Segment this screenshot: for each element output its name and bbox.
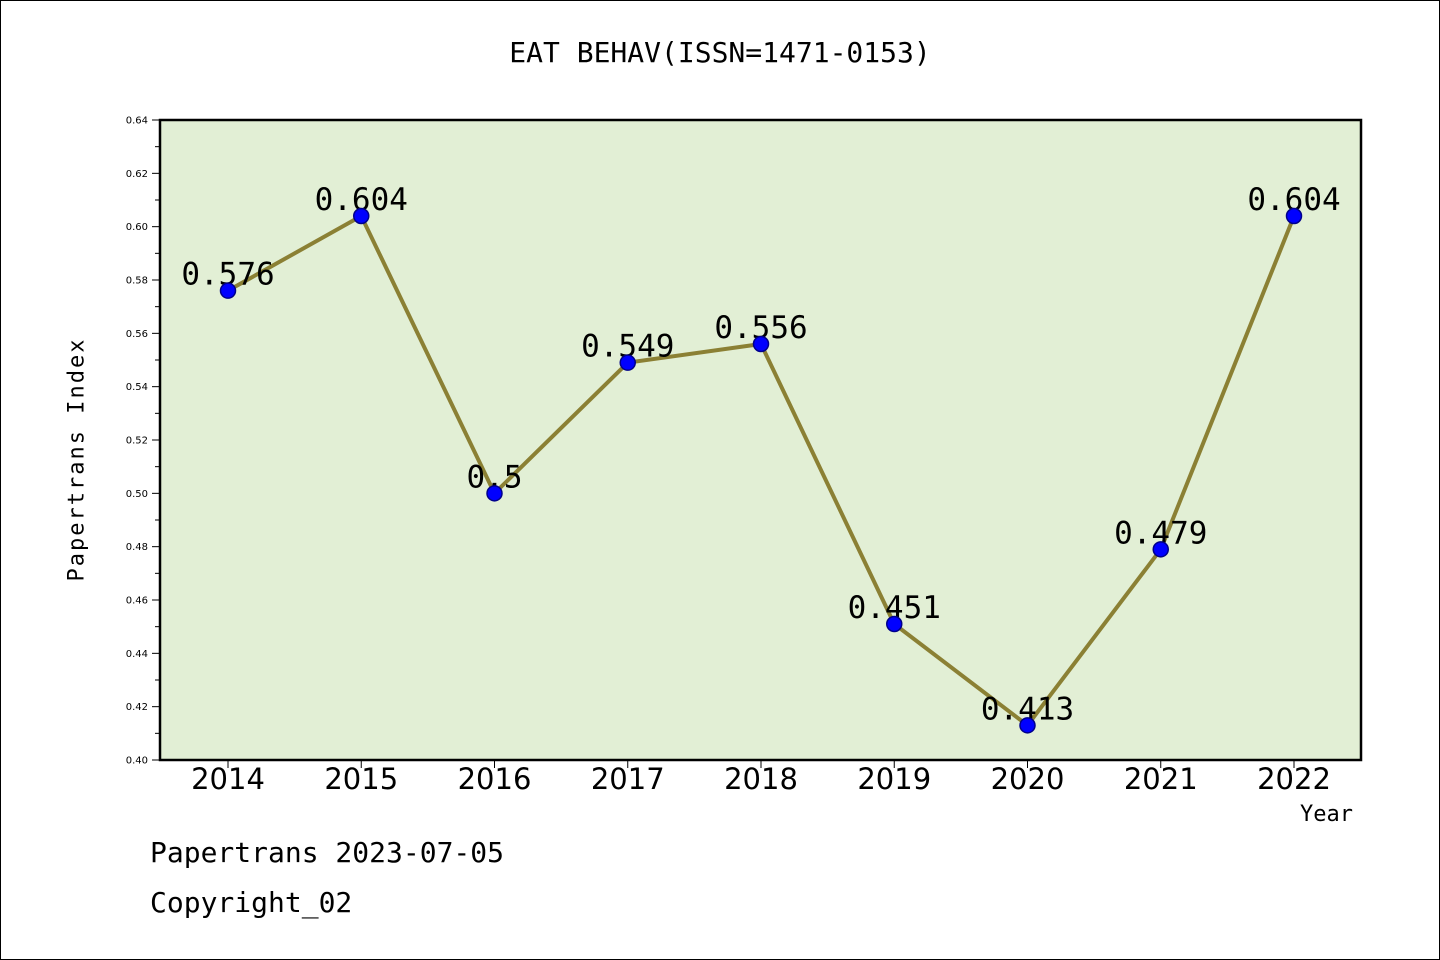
x-tick-label: 2015 <box>324 762 398 796</box>
y-tick-label: 0.58 <box>126 276 148 287</box>
y-tick-label: 0.46 <box>126 596 148 607</box>
x-tick-label: 2017 <box>591 762 665 796</box>
y-tick-label: 0.60 <box>126 222 148 233</box>
plot-border <box>158 118 1363 762</box>
x-tick-label: 2022 <box>1257 762 1331 796</box>
chart-title: EAT BEHAV(ISSN=1471-0153) <box>509 36 931 69</box>
data-point <box>486 485 503 502</box>
data-point <box>1285 207 1303 225</box>
data-point <box>353 207 370 225</box>
plot-area <box>160 120 1361 760</box>
x-tick-label: 2021 <box>1124 762 1198 796</box>
x-axis-label: Year <box>1300 802 1353 827</box>
y-tick-label: 0.42 <box>126 702 148 713</box>
y-tick-label: 0.50 <box>126 489 148 500</box>
x-tick-label: 2014 <box>191 762 265 796</box>
data-point <box>886 615 903 633</box>
data-point <box>1019 717 1036 734</box>
footer-copyright: Copyright_02 <box>150 886 353 919</box>
x-tick-label: 2020 <box>991 762 1065 796</box>
y-tick-label: 0.44 <box>126 649 148 660</box>
data-point <box>219 282 237 299</box>
data-point <box>1152 541 1169 558</box>
x-tick-label: 2019 <box>857 762 931 796</box>
y-tick-label: 0.62 <box>126 169 148 180</box>
x-tick-label: 2018 <box>724 762 798 796</box>
data-point <box>752 335 770 353</box>
data-point <box>619 354 636 371</box>
y-tick-label: 0.56 <box>126 329 148 340</box>
y-tick-label: 0.52 <box>126 436 148 447</box>
y-tick-label: 0.48 <box>126 542 148 553</box>
footer-date: Papertrans 2023-07-05 <box>150 836 505 869</box>
y-tick-label: 0.40 <box>126 756 148 767</box>
x-tick-label: 2016 <box>458 762 532 796</box>
y-tick-label: 0.64 <box>126 116 148 127</box>
y-tick-label: 0.54 <box>126 382 148 393</box>
